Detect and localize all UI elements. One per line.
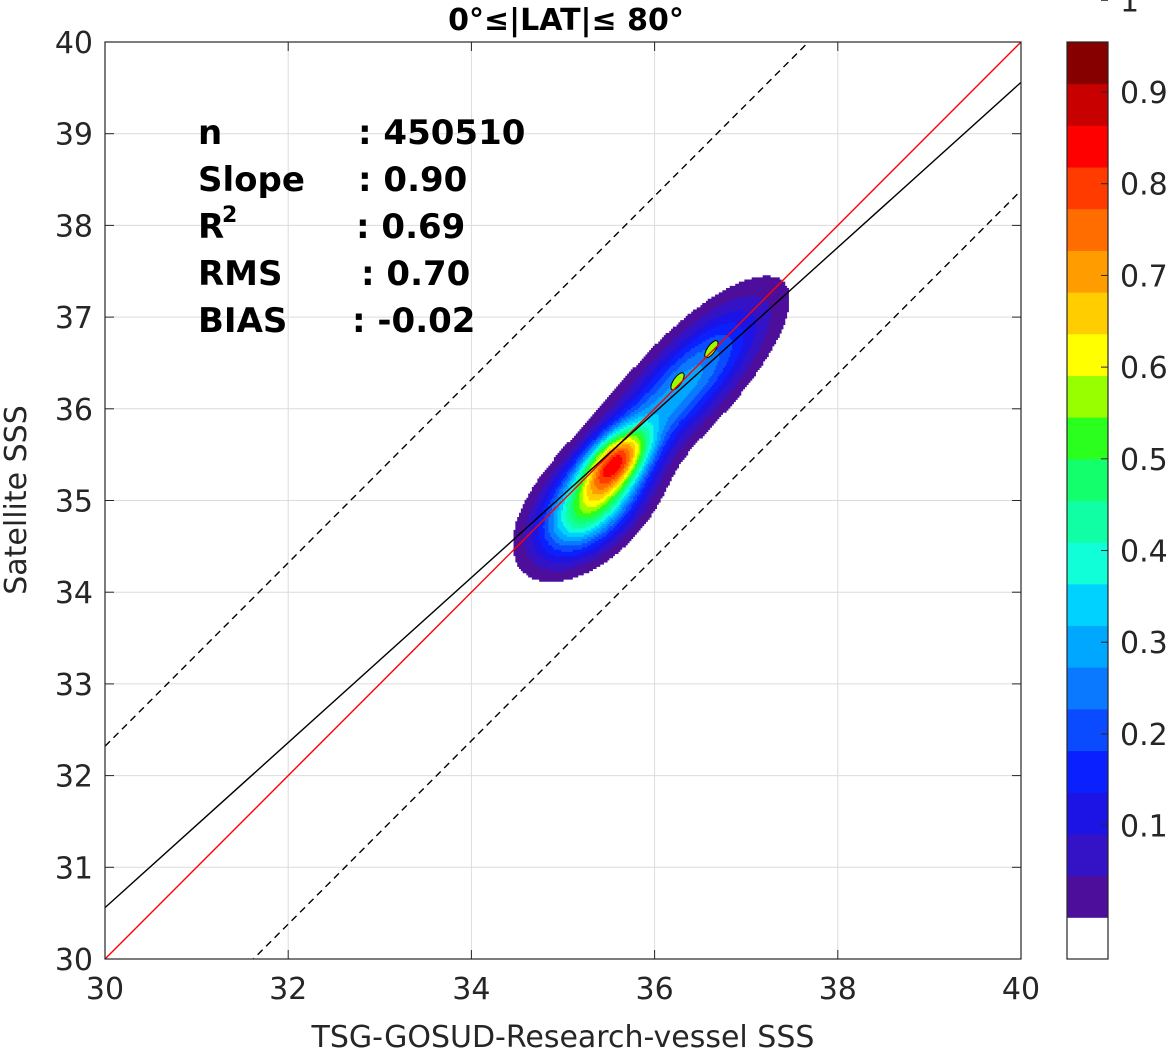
contour-band <box>603 454 623 477</box>
x-tick-label: 32 <box>269 972 307 1007</box>
colorbar-tick-label: 0.5 <box>1120 443 1168 478</box>
stats-annotation: n : 450510 Slope : 0.90 R2 : 0.69 RMS : 0.70 BIA… <box>198 113 525 341</box>
one-to-one-line <box>105 42 1021 959</box>
chart-title: 0°≤|LAT|≤ 80° <box>448 3 684 38</box>
stat-value: : 0.90 <box>358 160 467 200</box>
stat-label: RMS <box>198 254 283 294</box>
reference-lines <box>105 42 1021 959</box>
colorbar-segment <box>1067 875 1108 918</box>
colorbar-segment <box>1067 750 1108 793</box>
colorbar-segment <box>1067 333 1108 376</box>
colorbar-tick-label: 0.9 <box>1120 76 1168 111</box>
stat-label-superscript: 2 <box>222 203 237 228</box>
colorbar-segment <box>1067 708 1108 752</box>
regression-line <box>105 81 1021 909</box>
lower-bound-line <box>252 190 1021 959</box>
colorbar-tick-label: 0.2 <box>1120 718 1168 753</box>
colorbar-segment <box>1067 667 1108 710</box>
x-axis-label: TSG-GOSUD-Research-vessel SSS <box>311 1020 815 1055</box>
upper-bound-line <box>105 42 810 747</box>
y-tick-label: 31 <box>55 851 93 886</box>
x-tick-label: 38 <box>819 972 857 1007</box>
colorbar-segment <box>1067 208 1108 251</box>
y-tick-label: 33 <box>55 668 93 703</box>
colorbar-segment <box>1067 500 1108 543</box>
y-tick-label: 38 <box>55 209 93 244</box>
stat-value: : 450510 <box>358 113 525 153</box>
colorbar-tick-label: 0.4 <box>1120 535 1168 570</box>
colorbar-segment <box>1067 458 1108 501</box>
stat-label: R <box>198 207 224 247</box>
colorbar-tick-label: 0.7 <box>1120 259 1168 294</box>
y-tick-label: 36 <box>55 393 93 428</box>
colorbar: 0.1 0.2 0.3 0.4 0.5 0.6 0.7 0.8 0.9 1 <box>1066 0 1168 960</box>
y-tick-label: 37 <box>55 301 93 336</box>
colorbar-frame <box>1066 41 1109 960</box>
y-tick-label: 39 <box>55 118 93 153</box>
colorbar-tick-label: 0.6 <box>1120 351 1168 386</box>
colorbar-segment <box>1067 417 1108 460</box>
x-tick-label: 40 <box>1002 972 1040 1007</box>
x-tick-label: 36 <box>636 972 674 1007</box>
colorbar-segment <box>1067 250 1108 293</box>
density-contours <box>513 275 789 582</box>
stat-label: BIAS <box>198 301 287 341</box>
colorbar-tick-label: 0.8 <box>1120 168 1168 203</box>
colorbar-tick-label: 1 <box>1120 0 1139 19</box>
stat-value: : 0.70 <box>361 254 470 294</box>
colorbar-tick-label: 0.3 <box>1120 626 1168 661</box>
stat-label: n <box>198 113 222 153</box>
stat-label: Slope <box>198 160 305 200</box>
colorbar-segment <box>1067 792 1108 835</box>
colorbar-segment <box>1067 292 1108 335</box>
colorbar-tick-label: 0.1 <box>1120 810 1168 845</box>
grid-layer <box>104 41 1022 960</box>
colorbar-segment <box>1067 833 1108 877</box>
colorbar-segment <box>1067 375 1108 418</box>
y-tick-label: 35 <box>55 485 93 520</box>
y-axis-label: Satellite SSS <box>0 405 34 595</box>
y-tick-label: 32 <box>55 760 93 795</box>
y-tick-label: 40 <box>55 26 93 61</box>
colorbar-segment <box>1067 42 1108 85</box>
axis-ticks: 30 32 34 36 38 40 30 31 32 33 34 35 36 37 38 39 40 <box>55 26 1040 1007</box>
colorbar-segment <box>1067 917 1108 960</box>
x-tick-label: 30 <box>86 972 124 1007</box>
y-tick-label: 30 <box>55 943 93 978</box>
colorbar-segment <box>1067 625 1108 668</box>
x-tick-label: 34 <box>452 972 490 1007</box>
colorbar-segment <box>1067 583 1108 627</box>
colorbar-segment <box>1067 167 1108 210</box>
colorbar-segment <box>1067 125 1108 168</box>
colorbar-segment <box>1067 83 1108 126</box>
y-tick-label: 34 <box>55 576 93 611</box>
stat-value: : 0.69 <box>356 207 465 247</box>
stat-value: : -0.02 <box>352 301 475 341</box>
colorbar-segment <box>1067 542 1108 585</box>
